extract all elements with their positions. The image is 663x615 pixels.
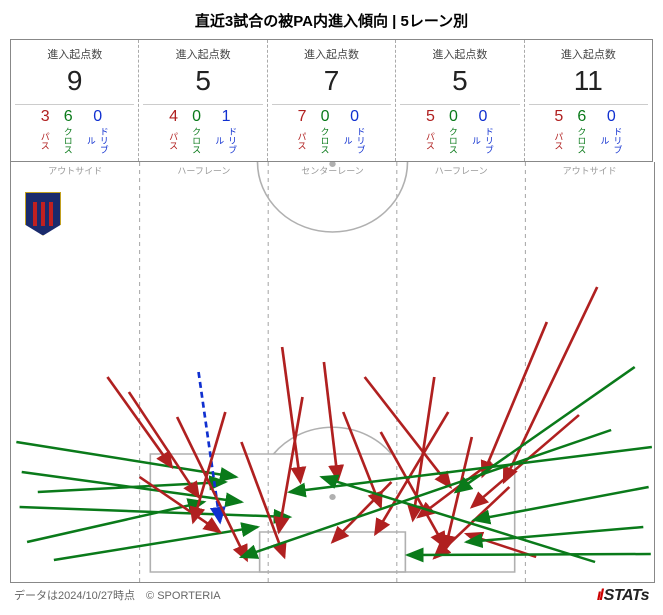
logo-bars: ıl (597, 587, 602, 604)
chart-title: 直近3試合の被PA内進入傾向 | 5レーン別 (10, 10, 653, 31)
lane-name: ハーフレーン (397, 164, 526, 177)
stat-breakdown: 7パス 0クロス 0ドリブル (272, 104, 391, 155)
lane-name: アウトサイド (11, 164, 140, 177)
footer-credit: データは2024/10/27時点 © SPORTERIA (14, 587, 221, 605)
stat-total: 11 (529, 64, 648, 98)
dribble-count: 0ドリブル (598, 109, 624, 155)
stat-total: 9 (15, 64, 134, 98)
stat-label: 進入起点数 (400, 46, 519, 62)
cross-count: 6クロス (62, 109, 75, 155)
stat-label: 進入起点数 (15, 46, 134, 62)
lane-name: ハーフレーン (140, 164, 269, 177)
pass-count: 5パス (424, 109, 437, 155)
stat-column: 進入起点数 7 7パス 0クロス 0ドリブル (267, 40, 395, 161)
pass-count: 4パス (167, 109, 180, 155)
cross-count: 6クロス (575, 109, 588, 155)
stat-label: 進入起点数 (529, 46, 648, 62)
lane-name: アウトサイド (525, 164, 654, 177)
stat-total: 5 (400, 64, 519, 98)
stat-label: 進入起点数 (143, 46, 262, 62)
stats-logo: ılSTATs (597, 587, 649, 605)
dribble-count: 0ドリブル (342, 109, 368, 155)
stat-column: 進入起点数 11 5パス 6クロス 0ドリブル (524, 40, 652, 161)
cross-count: 0クロス (447, 109, 460, 155)
stat-total: 7 (272, 64, 391, 98)
footer: データは2024/10/27時点 © SPORTERIA ılSTATs (10, 587, 653, 605)
stat-column: 進入起点数 5 5パス 0クロス 0ドリブル (395, 40, 523, 161)
stat-breakdown: 5パス 6クロス 0ドリブル (529, 104, 648, 155)
stat-breakdown: 3パス 6クロス 0ドリブル (15, 104, 134, 155)
pitch-area: アウトサイドハーフレーンセンターレーンハーフレーンアウトサイド (10, 162, 655, 583)
stat-breakdown: 4パス 0クロス 1ドリブル (143, 104, 262, 155)
lane-name: センターレーン (268, 164, 397, 177)
stat-column: 進入起点数 5 4パス 0クロス 1ドリブル (138, 40, 266, 161)
stat-column: 進入起点数 9 3パス 6クロス 0ドリブル (11, 40, 138, 161)
dribble-count: 1ドリブル (213, 109, 239, 155)
cross-count: 0クロス (190, 109, 203, 155)
pass-count: 5パス (552, 109, 565, 155)
lane-labels: アウトサイドハーフレーンセンターレーンハーフレーンアウトサイド (11, 164, 654, 177)
dribble-count: 0ドリブル (85, 109, 111, 155)
pitch-svg (11, 162, 654, 582)
dribble-count: 0ドリブル (470, 109, 496, 155)
pass-count: 7パス (296, 109, 309, 155)
pass-count: 3パス (39, 109, 52, 155)
stats-header-row: 進入起点数 9 3パス 6クロス 0ドリブル 進入起点数 5 4パス 0クロス … (10, 39, 653, 162)
stat-label: 進入起点数 (272, 46, 391, 62)
chart-container: 直近3試合の被PA内進入傾向 | 5レーン別 進入起点数 9 3パス 6クロス … (10, 10, 653, 605)
cross-count: 0クロス (319, 109, 332, 155)
stat-breakdown: 5パス 0クロス 0ドリブル (400, 104, 519, 155)
logo-text: STATs (604, 587, 649, 604)
stat-total: 5 (143, 64, 262, 98)
